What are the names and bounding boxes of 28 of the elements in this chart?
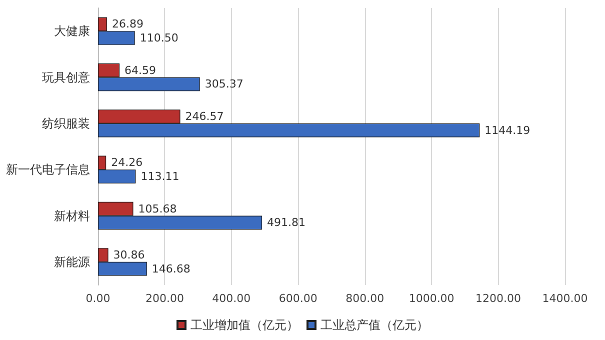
data-label: 113.11 [140, 170, 180, 184]
x-tick-label: 1200.00 [476, 292, 522, 305]
y-tick-label: 纺织服装 [42, 116, 90, 130]
data-label: 105.68 [138, 202, 177, 216]
data-label: 110.50 [140, 32, 178, 45]
x-tick-label: 800.00 [346, 292, 384, 305]
x-tick-label: 200.00 [145, 292, 184, 305]
data-label: 30.86 [113, 248, 145, 262]
data-label: 64.59 [124, 64, 156, 77]
legend-label: 工业增加值（亿元） [190, 318, 298, 332]
data-label: 26.89 [112, 18, 144, 31]
y-tick-label: 新能源 [54, 254, 90, 269]
x-tick-label: 1400.00 [542, 292, 588, 305]
data-label: 491.81 [267, 216, 306, 230]
x-tick-label: 400.00 [212, 292, 251, 305]
y-tick-label: 大健康 [54, 24, 90, 38]
x-tick-label: 600.00 [278, 292, 318, 305]
x-tick-label: 0.00 [86, 292, 110, 305]
y-tick-label: 新一代电子信息 [6, 162, 90, 177]
data-label: 246.57 [185, 110, 224, 123]
y-tick-label: 新材料 [54, 208, 90, 223]
y-tick-label: 玩具创意 [42, 70, 90, 84]
data-label: 146.68 [152, 262, 190, 276]
x-tick-label: 1000.00 [408, 292, 454, 305]
data-label: 24.26 [111, 156, 143, 170]
data-label: 1144.19 [484, 124, 530, 137]
data-label: 305.37 [204, 78, 244, 91]
legend-label: 工业总产值（亿元） [320, 318, 428, 332]
